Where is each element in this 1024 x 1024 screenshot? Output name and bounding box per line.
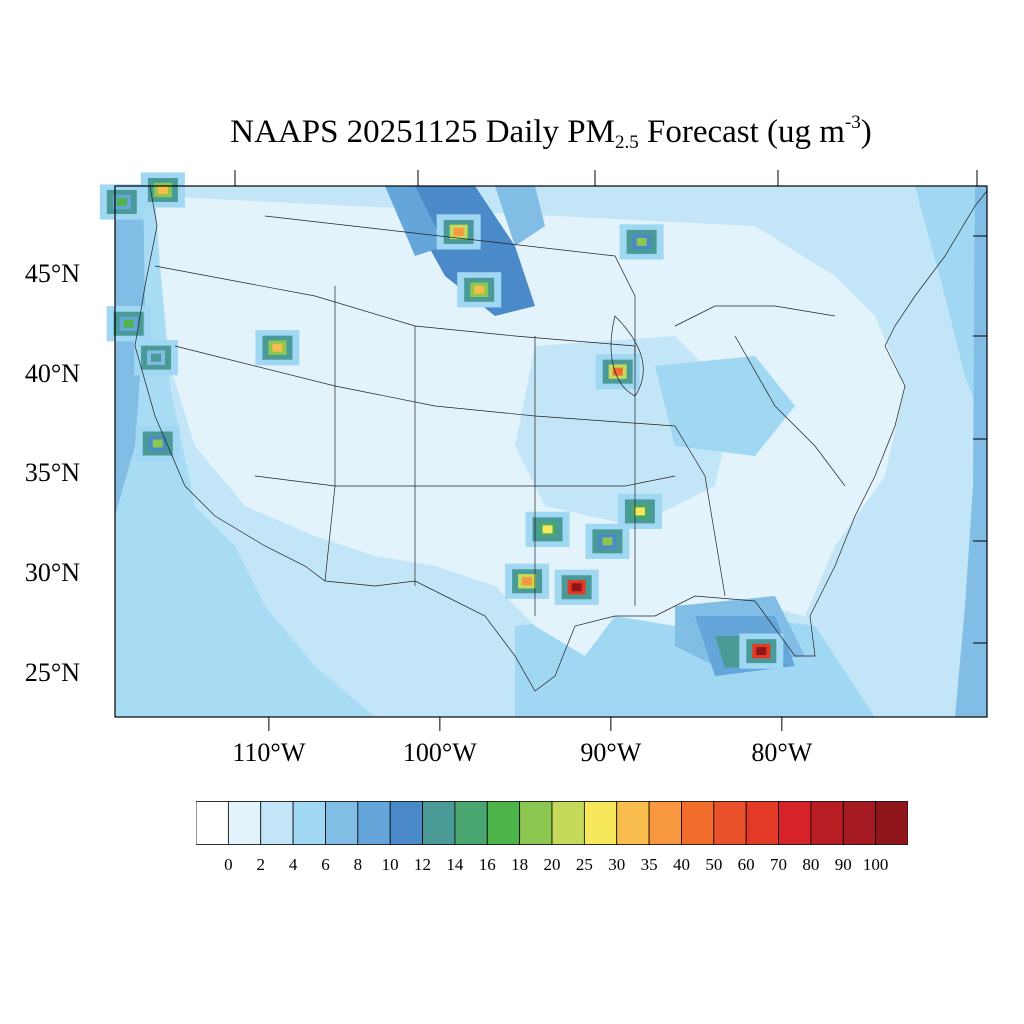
colorbar-label: 8 [353, 855, 363, 874]
hotspot [585, 523, 630, 559]
hotspot [255, 330, 300, 366]
hotspot [436, 214, 481, 250]
colorbar-label: 100 [862, 855, 889, 874]
concentration-field [115, 186, 987, 717]
colorbar-swatch [583, 801, 618, 845]
colorbar-label: 40 [672, 855, 690, 874]
state-line [254, 475, 676, 487]
hotspot [739, 633, 784, 669]
lon-label-110w: 110°W [232, 738, 306, 767]
colorbar-label: 12 [414, 855, 432, 874]
colorbar-swatch [810, 801, 844, 845]
state-line [324, 286, 336, 582]
hotspot [619, 224, 664, 260]
colorbar-swatch [227, 801, 262, 845]
colorbar-swatch [486, 801, 521, 845]
state-boundaries [134, 185, 988, 692]
hotspot [554, 569, 599, 605]
coastline [134, 185, 988, 692]
colorbar-swatch [681, 801, 715, 845]
great-lakes-border [674, 305, 836, 327]
northern-states-line [264, 215, 636, 356]
colorbar-swatch [422, 801, 456, 845]
colorbar-swatch [551, 801, 585, 845]
hotspot [106, 306, 151, 342]
colorbar [196, 801, 908, 845]
state-line [674, 425, 726, 597]
map-canvas [99, 170, 988, 731]
colorbar-label: 80 [802, 855, 820, 874]
colorbar-label: 18 [511, 855, 529, 874]
colorbar-swatch [389, 801, 423, 845]
colorbar-swatch [713, 801, 747, 845]
lat-label-35n: 35°N [24, 458, 80, 488]
colorbar-swatch [616, 801, 650, 845]
colorbar-label: 16 [478, 855, 496, 874]
colorbar-swatch [325, 801, 359, 845]
latitude-labels: 45°N 40°N 35°N 30°N 25°N [0, 0, 80, 1024]
hotspot [99, 184, 144, 220]
colorbar-label: 2 [256, 855, 265, 874]
hotspot-layer [99, 172, 784, 669]
map-ticks [234, 170, 987, 731]
colorbar-swatch [648, 801, 682, 845]
colorbar-swatch [196, 801, 229, 845]
colorbar-label: 10 [381, 855, 399, 874]
colorbar-swatch [260, 801, 294, 845]
colorbar-label: 30 [608, 855, 626, 874]
colorbar-swatch [292, 801, 326, 845]
colorbar-swatch [778, 801, 812, 845]
colorbar-labels: 0 2 4 6 8 10 12 14 16 18 20 25 30 35 40 50 60 70 80 90 100 [0, 855, 1024, 879]
colorbar-label: 25 [575, 855, 593, 874]
lake-michigan [610, 315, 644, 397]
colorbar-label: 20 [543, 855, 561, 874]
hotspot [505, 563, 550, 599]
lat-label-30n: 30°N [24, 558, 80, 588]
colorbar-swatch [745, 801, 779, 845]
hotspot [525, 511, 570, 547]
pm25-forecast-map [99, 170, 988, 731]
colorbar-label: 35 [640, 855, 658, 874]
lat-label-40n: 40°N [24, 358, 80, 388]
hotspot [457, 272, 502, 308]
colorbar-swatch [875, 801, 908, 845]
colorbar-label: 50 [705, 855, 723, 874]
lon-label-100w: 100°W [402, 738, 477, 767]
colorbar-label: 0 [224, 855, 233, 874]
map-title: NAAPS 20251125 Daily PM2.5 Forecast (ug … [230, 112, 872, 153]
lon-label-80w: 80°W [751, 738, 813, 767]
hotspot [134, 340, 179, 376]
colorbar-label: 6 [321, 855, 330, 874]
colorbar-label: 70 [770, 855, 788, 874]
state-line [734, 335, 846, 487]
colorbar-label: 14 [446, 855, 464, 874]
colorbar-swatch [519, 801, 553, 845]
state-line [174, 345, 676, 427]
colorbar-swatch [357, 801, 391, 845]
hotspot [595, 354, 640, 390]
lat-label-45n: 45°N [24, 258, 80, 288]
hotspot [135, 425, 180, 462]
lon-label-90w: 90°W [580, 738, 642, 767]
hotspot [140, 172, 185, 208]
colorbar-swatch [454, 801, 488, 845]
hotspot [617, 493, 662, 529]
colorbar-label: 60 [737, 855, 755, 874]
colorbar-swatch [842, 801, 877, 845]
colorbar-label: 4 [288, 855, 298, 874]
lat-label-25n: 25°N [24, 658, 80, 688]
colorbar-label: 90 [834, 855, 852, 874]
map-border [114, 185, 988, 718]
